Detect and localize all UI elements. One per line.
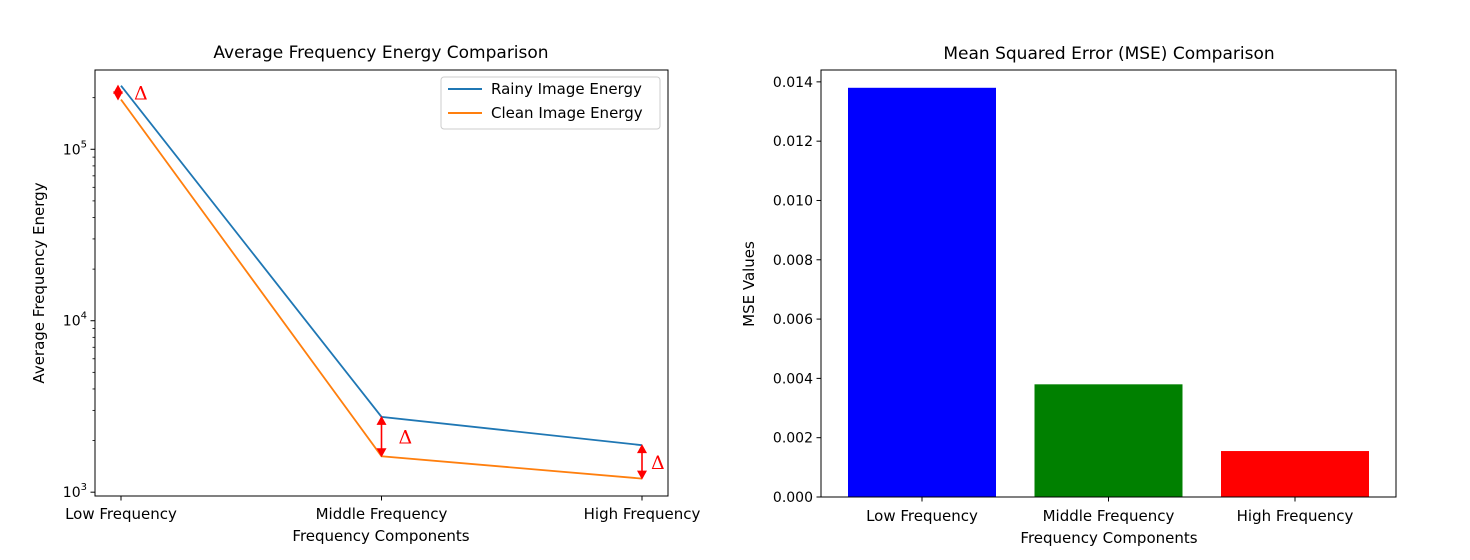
y-tick-exponent: 3: [81, 482, 87, 493]
right-chart-title: Mean Squared Error (MSE) Comparison: [943, 44, 1274, 64]
left-chart-title: Average Frequency Energy Comparison: [213, 43, 548, 63]
x-tick-label: High Frequency: [584, 505, 701, 523]
delta-label: Δ: [399, 427, 413, 449]
delta-arrow-head: [113, 84, 123, 94]
delta-arrow: [637, 444, 647, 480]
y-tick-label: 0.012: [773, 134, 813, 150]
y-tick-base: 10: [63, 314, 81, 330]
y-tick-label: 0.002: [773, 431, 813, 447]
left-x-axis-label: Frequency Components: [292, 527, 469, 545]
y-tick-base: 10: [63, 485, 81, 501]
y-tick-label: 103: [63, 482, 87, 501]
bar-middle-frequency: [1034, 384, 1183, 497]
legend-label-rainy: Rainy Image Energy: [491, 80, 642, 98]
x-tick-label: Middle Frequency: [316, 505, 448, 523]
delta-arrow-head: [637, 470, 647, 480]
x-tick-label: Low Frequency: [866, 507, 978, 525]
y-tick-label: 0.008: [773, 253, 813, 269]
mse-bar-chart: Mean Squared Error (MSE) Comparison 0.00…: [740, 44, 1397, 547]
y-tick-exponent: 4: [81, 311, 87, 322]
bar-low-frequency: [848, 87, 996, 498]
right-plot-area: 0.000 0.002 0.004 0.006 0.008 0.010 0.012 0.014…: [773, 75, 1369, 525]
delta-arrow-head: [376, 448, 387, 458]
y-tick-label: 0.006: [773, 312, 813, 328]
delta-label: Δ: [651, 452, 665, 474]
x-tick-label: Low Frequency: [65, 505, 177, 523]
y-tick-label: 104: [63, 311, 87, 330]
right-axes-frame: [820, 69, 1397, 498]
x-tick-label: Middle Frequency: [1043, 507, 1175, 525]
y-tick-label: 0.000: [773, 490, 813, 506]
delta-arrow: [376, 415, 387, 458]
y-tick-label: 0.010: [773, 193, 813, 209]
left-y-axis-label: Average Frequency Energy: [30, 182, 48, 383]
left-axes-frame: [94, 69, 669, 497]
y-tick-label: 105: [63, 139, 87, 158]
legend-box: [440, 76, 661, 130]
energy-line-chart: Average Frequency Energy Comparison 1031…: [30, 43, 700, 545]
delta-label: Δ: [134, 83, 148, 105]
delta-arrow-head: [113, 91, 123, 101]
y-tick-exponent: 5: [81, 139, 87, 150]
y-tick-base: 10: [63, 142, 81, 158]
delta-arrow-head: [376, 415, 387, 425]
delta-arrow-head: [637, 444, 647, 454]
bar-high-frequency: [1221, 451, 1369, 497]
series-line-rainy: [120, 85, 643, 447]
right-y-axis-label: MSE Values: [740, 241, 758, 327]
delta-arrow: [113, 84, 123, 101]
y-tick-label: 0.014: [773, 75, 813, 91]
x-tick-label: High Frequency: [1237, 507, 1354, 525]
y-tick-label: 0.004: [773, 371, 813, 387]
legend-label-clean: Clean Image Energy: [491, 104, 643, 122]
right-x-axis-label: Frequency Components: [1020, 529, 1197, 547]
legend: Rainy Image Energy Clean Image Energy: [440, 76, 661, 130]
